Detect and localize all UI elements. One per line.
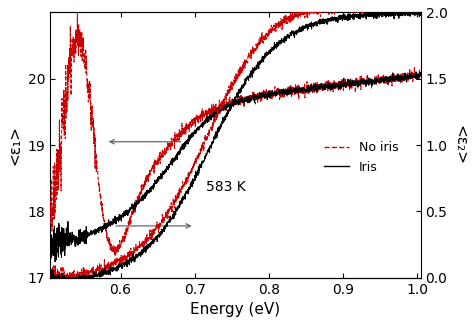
Legend: No iris, Iris: No iris, Iris — [319, 136, 403, 179]
Y-axis label: <ε₂>: <ε₂> — [452, 125, 467, 165]
X-axis label: Energy (eV): Energy (eV) — [191, 302, 281, 317]
Y-axis label: <ε₁>: <ε₁> — [7, 125, 22, 165]
Text: 583 K: 583 K — [206, 180, 246, 194]
